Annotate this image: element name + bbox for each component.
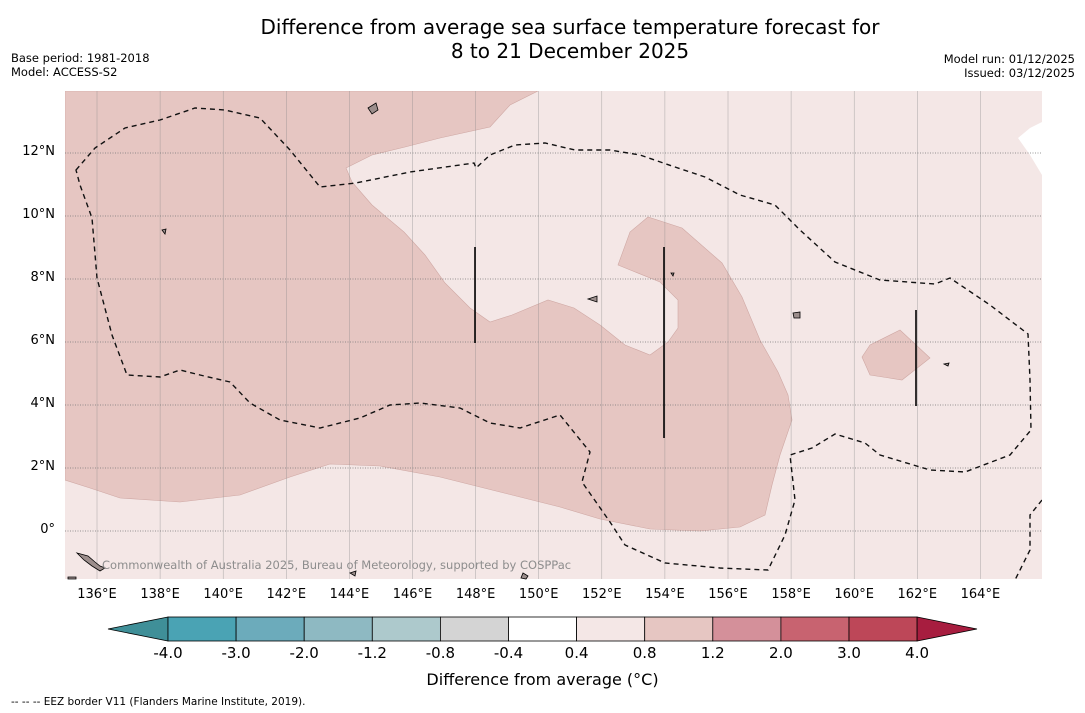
colorbar-segment xyxy=(848,616,918,642)
eez-footnote: -- -- -- EEZ border V11 (Flanders Marine… xyxy=(11,696,306,708)
lat-tick-label: 8°N xyxy=(30,270,56,285)
lon-tick-label: 160°E xyxy=(834,587,874,602)
lon-tick-label: 164°E xyxy=(960,587,1001,602)
colorbar-segment xyxy=(508,616,577,642)
lon-tick-label: 150°E xyxy=(518,587,559,602)
eez-border-png xyxy=(1014,499,1042,579)
anomaly-region-west xyxy=(65,91,793,532)
eez-border-palau xyxy=(75,107,1032,571)
boundary-markers xyxy=(474,247,917,438)
lat-tick-label: 10°N xyxy=(22,207,55,222)
colorbar-segment xyxy=(371,616,441,642)
islands xyxy=(67,102,950,580)
colorbar-segment xyxy=(235,616,305,642)
colorbar-tick-label: 2.0 xyxy=(768,644,793,662)
base-period: Base period: 1981-2018 xyxy=(11,51,150,65)
colorbar-tick-label: 0.8 xyxy=(632,644,657,662)
colorbar-segment xyxy=(303,616,373,642)
latitude-gridlines xyxy=(65,152,1042,532)
lat-tick-label: 2°N xyxy=(30,459,56,474)
lon-tick-label: 162°E xyxy=(897,587,938,602)
colorbar-extend-low xyxy=(107,616,169,642)
white-patch xyxy=(1018,122,1042,175)
longitude-gridlines xyxy=(96,91,981,579)
lon-tick-label: 140°E xyxy=(203,587,243,602)
colorbar-tick-label: 3.0 xyxy=(837,644,861,662)
lon-tick-label: 148°E xyxy=(455,587,496,602)
colorbar-tick-label: -0.4 xyxy=(493,644,524,662)
colorbar-segment xyxy=(644,616,714,642)
colorbar-tick-label: 4.0 xyxy=(905,644,930,662)
colorbar-tick-label: 0.4 xyxy=(564,644,589,662)
issued-date: Issued: 03/12/2025 xyxy=(964,66,1075,80)
colorbar-tick-label: -4.0 xyxy=(153,644,183,662)
model-run: Model run: 01/12/2025 xyxy=(943,52,1075,66)
lon-tick-label: 142°E xyxy=(266,587,307,602)
lon-tick-label: 138°E xyxy=(140,587,180,602)
colorbar-segment xyxy=(167,616,237,642)
anomaly-region-east xyxy=(861,329,931,381)
colorbar-tick-label: -0.8 xyxy=(425,644,456,662)
lon-tick-label: 144°E xyxy=(329,587,370,602)
lat-tick-label: 6°N xyxy=(30,333,56,348)
lon-tick-label: 154°E xyxy=(645,587,685,602)
colorbar-tick-label: -2.0 xyxy=(289,644,319,662)
lat-tick-label: 0° xyxy=(40,522,55,537)
lon-tick-label: 158°E xyxy=(771,587,811,602)
colorbar-segment xyxy=(576,616,646,642)
colorbar-segment xyxy=(712,616,782,642)
colorbar xyxy=(107,616,978,642)
lat-tick-label: 12°N xyxy=(22,144,55,159)
colorbar-tick-label: 1.2 xyxy=(700,644,725,662)
colorbar-extend-high xyxy=(916,616,978,642)
lon-tick-label: 156°E xyxy=(708,587,748,602)
lon-tick-label: 136°E xyxy=(77,587,117,602)
chart-title-line1: Difference from average sea surface temp… xyxy=(260,15,880,39)
lon-tick-label: 152°E xyxy=(582,587,622,602)
colorbar-tick-label: -1.2 xyxy=(357,644,387,662)
colorbar-segment xyxy=(780,616,850,642)
chart-title-line2: 8 to 21 December 2025 xyxy=(450,39,690,63)
lon-tick-label: 146°E xyxy=(392,587,433,602)
model-name: Model: ACCESS-S2 xyxy=(11,65,118,79)
colorbar-segment xyxy=(439,616,509,642)
colorbar-tick-label: -3.0 xyxy=(221,644,251,662)
lat-tick-label: 4°N xyxy=(30,396,56,411)
copyright-watermark: Commonwealth of Australia 2025, Bureau o… xyxy=(102,558,571,572)
colorbar-title: Difference from average (°C) xyxy=(426,670,659,689)
